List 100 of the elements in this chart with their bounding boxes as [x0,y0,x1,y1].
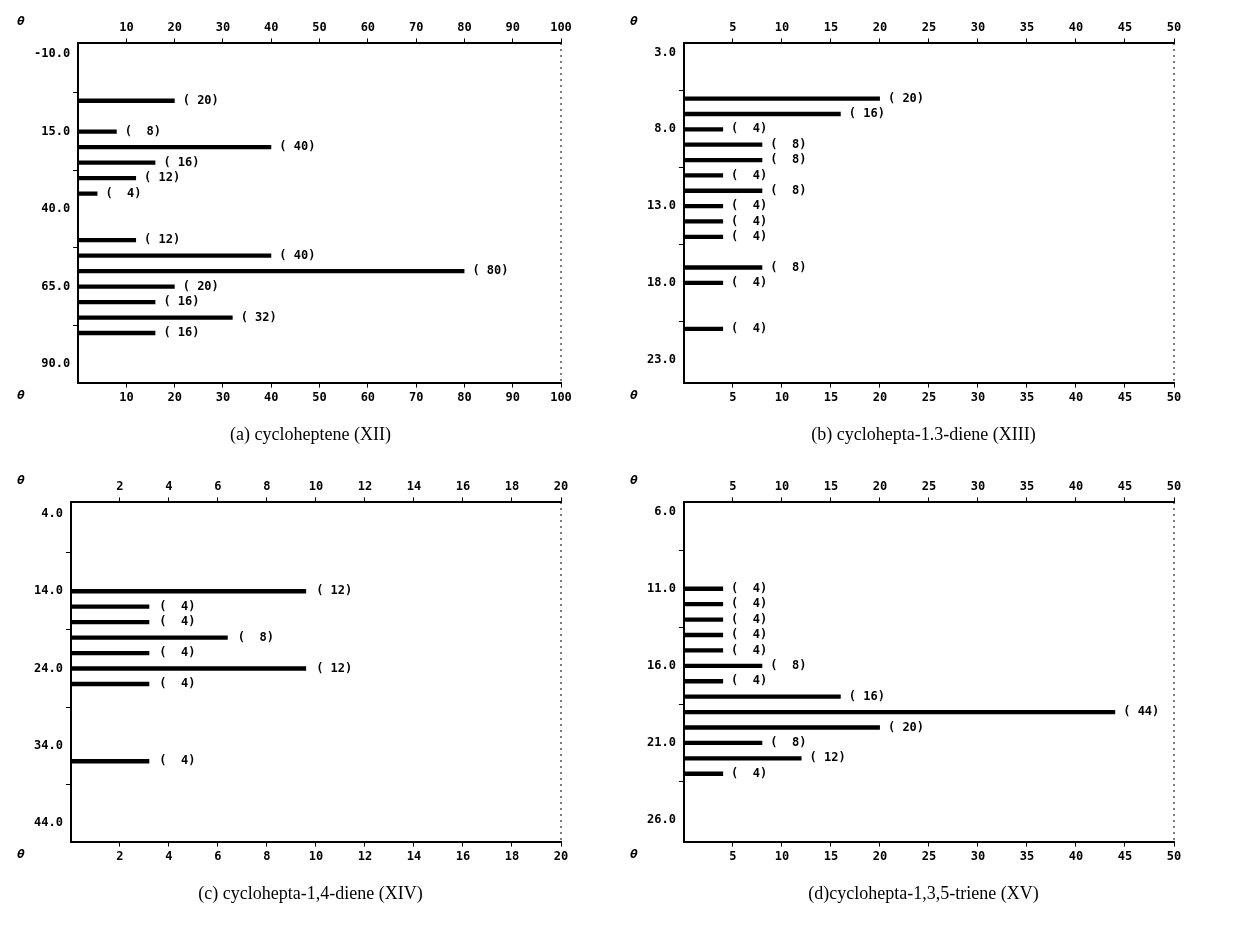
x-axis-title: θ [16,846,25,862]
data-label: ( 8) [769,152,806,167]
x2-tick-label: 6 [213,848,222,863]
x-tick-label: 90 [504,20,520,35]
x2-tick-label: 20 [553,848,568,863]
y-tick-label: 21.0 [646,735,676,750]
x-axis-title: θ [629,387,638,403]
y-tick-label: 16.0 [646,657,676,672]
y-tick-label: 14.0 [33,583,63,598]
x-tick-label: 100 [549,20,572,35]
data-label: ( 4) [730,167,767,182]
x-tick-label: 40 [1068,479,1083,494]
x-tick-label: 70 [408,20,423,35]
x-tick-label: 20 [553,479,568,494]
data-label: ( 16) [848,106,885,121]
x2-tick-label: 4 [164,848,173,863]
x2-tick-label: 70 [408,389,423,404]
x2-tick-label: 15 [823,389,838,404]
x-tick-label: 2 [115,479,124,494]
x2-tick-label: 2 [115,848,124,863]
x-tick-label: 20 [166,20,182,35]
y-tick-label: 6.0 [653,503,676,518]
data-label: ( 4) [730,321,767,336]
data-label: ( 12) [143,170,180,185]
data-label: ( 8) [769,182,806,197]
y-axis-title: θ [629,13,638,29]
y-tick-label: 23.0 [646,351,676,366]
data-label: ( 4) [730,596,767,611]
x2-tick-label: 40 [263,389,278,404]
x2-tick-label: 50 [1166,389,1181,404]
x-tick-label: 50 [311,20,327,35]
annotation: ( 12) [315,660,352,675]
x2-tick-label: 60 [360,389,375,404]
data-label: ( 20) [887,719,924,734]
x-tick-label: 35 [1019,20,1034,35]
x-tick-label: 8 [262,479,271,494]
y-tick-label: 4.0 [40,506,63,521]
x2-tick-label: 35 [1019,389,1034,404]
text: (c) cyclohepta-1,4-diene (XIV) [198,883,423,904]
x-tick-label: 18 [504,479,519,494]
x-tick-label: 10 [774,479,789,494]
x2-tick-label: 8 [262,848,271,863]
data-label: ( 8) [769,657,806,672]
x2-tick-label: 16 [455,848,470,863]
annotation: ( 8) [237,629,274,644]
x2-tick-label: 40 [1068,848,1083,863]
x-axis-title: θ [629,846,638,862]
data-label: ( 4) [730,642,767,657]
x2-tick-label: 45 [1117,389,1132,404]
data-label: ( 20) [182,92,219,107]
data-label: ( 4) [730,213,767,228]
x2-tick-label: 12 [357,848,372,863]
x-tick-label: 30 [215,20,230,35]
x-tick-label: 40 [1068,20,1083,35]
x2-tick-label: 35 [1019,848,1034,863]
x2-tick-label: 50 [1166,848,1181,863]
annotation: ( 4) [158,676,195,691]
x-tick-label: 5 [728,20,737,35]
x2-tick-label: 90 [504,389,520,404]
y-tick-label: -10.0 [33,46,70,61]
y-tick-label: 26.0 [646,812,676,827]
x-tick-label: 10 [308,479,323,494]
text: (d)cyclohepta-1,3,5-triene (XV) [808,883,1039,904]
x2-tick-label: 14 [406,848,421,863]
data-label: ( 4) [730,765,767,780]
data-label: ( 20) [887,90,924,105]
x2-tick-label: 100 [549,389,572,404]
annotation: ( 4) [158,753,195,768]
data-label: ( 12) [809,750,846,765]
x2-tick-label: 10 [774,848,789,863]
text: (b) cyclohepta-1.3-diene (XIII) [811,424,1036,445]
y-tick-label: 8.0 [653,121,676,136]
data-label: ( 8) [124,123,161,138]
x-tick-label: 14 [406,479,421,494]
x2-tick-label: 25 [921,848,936,863]
x2-tick-label: 50 [311,389,327,404]
x2-tick-label: 25 [921,389,936,404]
y-axis-title: θ [16,472,25,488]
data-label: ( 4) [730,274,767,289]
x2-tick-label: 10 [774,389,789,404]
y-tick-label: 44.0 [33,815,63,830]
x-tick-label: 35 [1019,479,1034,494]
data-label: ( 20) [182,278,219,293]
x2-tick-label: 30 [970,389,985,404]
y-tick-label: 11.0 [646,580,676,595]
x2-tick-label: 45 [1117,848,1132,863]
data-label: ( 16) [848,688,885,703]
x-tick-label: 6 [213,479,222,494]
x-tick-label: 50 [1166,479,1181,494]
x-tick-label: 30 [970,20,985,35]
x-tick-label: 80 [456,20,472,35]
x2-tick-label: 18 [504,848,519,863]
x2-tick-label: 30 [970,848,985,863]
data-label: ( 44) [1122,704,1159,719]
x2-tick-label: 20 [166,389,182,404]
x2-tick-label: 40 [1068,389,1083,404]
y-tick-label: 65.0 [40,278,70,293]
x2-tick-label: 15 [823,848,838,863]
x-tick-label: 20 [872,20,887,35]
x-tick-label: 15 [823,479,838,494]
